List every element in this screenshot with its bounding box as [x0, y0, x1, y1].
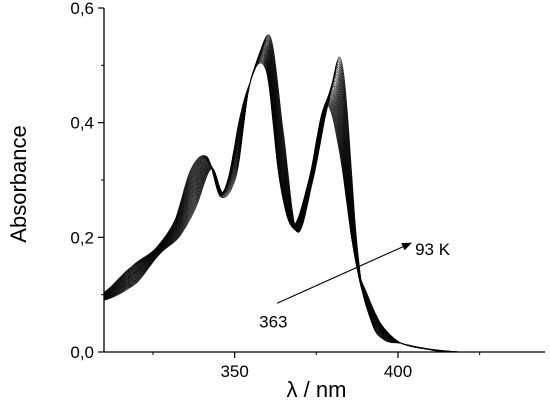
spectrum-line — [103, 37, 545, 353]
spectrum-line — [103, 39, 545, 353]
spectrum-line — [103, 56, 545, 353]
spectrum-line — [103, 45, 545, 353]
spectrum-line — [103, 47, 545, 353]
spectrum-line — [103, 53, 545, 353]
y-tick-label: 0,4 — [70, 114, 94, 133]
spectrum-line — [103, 58, 545, 353]
y-tick-label: 0,0 — [70, 343, 94, 362]
y-tick-label: 0,2 — [70, 228, 94, 247]
spectrum-line — [103, 40, 545, 353]
spectrum-line — [103, 62, 545, 353]
x-tick-label: 350 — [220, 362, 248, 381]
spectrum-line — [103, 54, 545, 353]
spectrum-line — [103, 48, 545, 353]
spectrum-line — [103, 41, 545, 353]
tick-labels: 0,0 0,2 0,4 0,6 350 400 — [70, 0, 412, 381]
spectrum-line — [103, 52, 545, 353]
spectrum-line — [103, 45, 545, 353]
temperature-arrow — [276, 242, 412, 304]
spectrum-line — [103, 38, 545, 353]
spectrum-line — [103, 38, 545, 353]
axes — [103, 8, 545, 353]
spectrum-line — [103, 43, 545, 353]
spectrum-line — [103, 35, 545, 353]
spectrum-line — [103, 52, 545, 353]
spectrum-line — [103, 51, 545, 353]
spectrum-line — [103, 62, 545, 353]
spectrum-line — [103, 59, 545, 353]
spectrum-line — [103, 47, 545, 353]
ticks — [98, 7, 481, 358]
spectrum-line — [103, 36, 545, 353]
spectrum-line — [103, 50, 545, 353]
spectra-curves — [103, 34, 545, 353]
spectrum-line — [103, 36, 545, 353]
annotation-363: 363 — [259, 312, 287, 331]
spectrum-line — [103, 41, 545, 353]
annotation-93k: 93 K — [415, 240, 451, 259]
spectrum-line — [103, 49, 545, 353]
spectrum-line — [103, 34, 545, 353]
spectrum-line — [103, 44, 545, 353]
spectrum-line — [103, 57, 545, 353]
x-tick-label: 400 — [384, 362, 412, 381]
spectrum-line — [103, 54, 545, 353]
y-axis-label: Absorbance — [6, 125, 31, 242]
spectrum-line — [103, 55, 545, 353]
spectrum-line — [103, 42, 545, 353]
spectrum-line — [103, 46, 545, 353]
spectrum-line — [103, 57, 545, 353]
spectrum-line — [103, 60, 545, 353]
y-tick-label: 0,6 — [70, 0, 94, 18]
spectrum-line — [103, 59, 545, 353]
x-axis-label: λ / nm — [287, 377, 347, 402]
spectrum-line — [103, 49, 545, 353]
